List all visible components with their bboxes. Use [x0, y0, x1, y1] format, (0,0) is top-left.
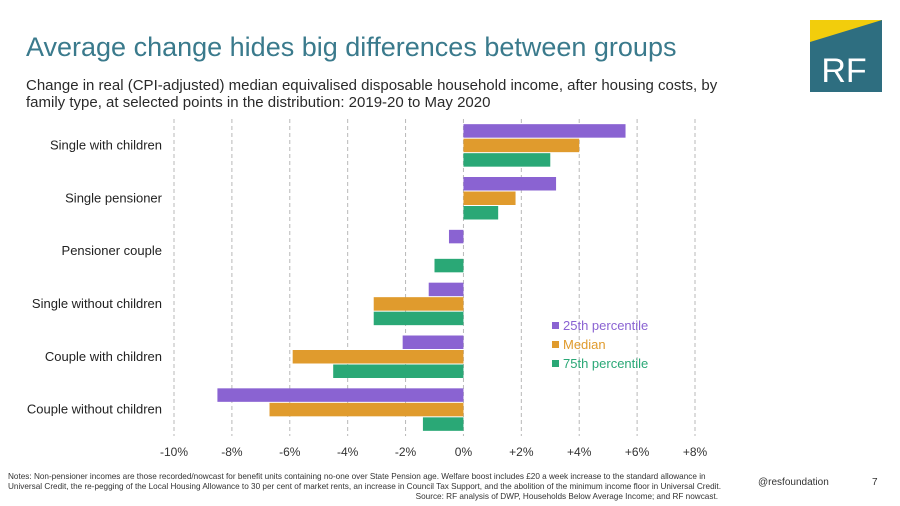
category-label: Couple with children — [45, 349, 162, 364]
x-tick-label: +8% — [683, 445, 708, 459]
bar-p75 — [422, 417, 464, 431]
legend-swatch — [552, 341, 559, 348]
page-number: 7 — [872, 477, 878, 488]
x-tick-label: -4% — [337, 445, 359, 459]
logo-text: RF — [821, 52, 866, 90]
x-tick-label: +6% — [625, 445, 650, 459]
social-handle: @resfoundation — [758, 477, 829, 488]
footnote-notes: Notes: Non-pensioner incomes are those r… — [8, 472, 721, 491]
bar-median — [292, 350, 464, 364]
x-tick-label: -8% — [221, 445, 243, 459]
legend-swatch — [552, 322, 559, 329]
bar-p25 — [463, 177, 557, 191]
footnote-source: Source: RF analysis of DWP, Households B… — [415, 492, 718, 501]
bar-p25 — [428, 282, 464, 297]
category-label: Single without children — [32, 296, 162, 311]
x-tick-label: -10% — [160, 445, 188, 459]
bar-p75 — [333, 364, 464, 378]
bar-p75 — [434, 258, 464, 273]
legend-label: 75th percentile — [563, 356, 648, 371]
x-tick-label: +2% — [509, 445, 534, 459]
bar-median — [463, 191, 516, 205]
rf-logo: RF — [810, 20, 882, 92]
bar-p25 — [217, 388, 464, 402]
category-label: Couple without children — [27, 402, 162, 417]
chart-subtitle: Change in real (CPI-adjusted) median equ… — [26, 77, 718, 111]
bar-chart: -10% -8% -6% -4% -2% 0% +2% +4% +6% +8% Single wit… — [27, 119, 708, 459]
bar-median — [373, 297, 464, 311]
legend-label: Median — [563, 337, 606, 352]
x-tick-label: 0% — [455, 445, 473, 459]
bar-p25 — [448, 229, 464, 244]
logo-accent-triangle — [810, 20, 882, 42]
x-tick-label: +4% — [567, 445, 592, 459]
category-label: Single with children — [50, 137, 162, 152]
legend-label: 25th percentile — [563, 318, 648, 333]
bar-median — [463, 138, 580, 153]
category-label: Single pensioner — [65, 190, 163, 205]
bar-p75 — [463, 153, 551, 167]
chart-title: Average change hides big differences bet… — [26, 32, 677, 62]
bar-p25 — [402, 335, 464, 349]
category-label: Pensioner couple — [62, 243, 162, 258]
bar-p75 — [463, 206, 499, 220]
bar-median — [269, 402, 464, 417]
legend-swatch — [552, 360, 559, 367]
bar-p25 — [463, 124, 626, 138]
bar-p75 — [373, 311, 464, 326]
x-tick-label: -2% — [395, 445, 417, 459]
x-tick-label: -6% — [279, 445, 301, 459]
